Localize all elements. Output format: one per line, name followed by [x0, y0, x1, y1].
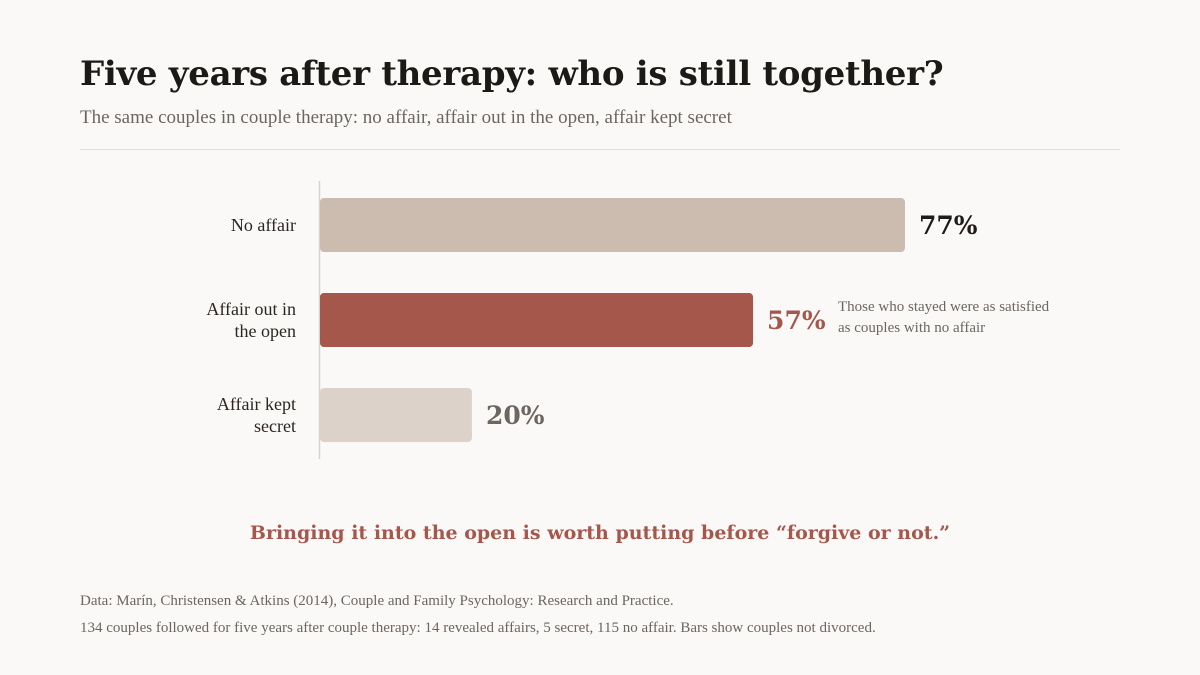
- bar-0: [320, 198, 905, 252]
- takeaway-callout: Bringing it into the open is worth putti…: [249, 522, 951, 544]
- value-label-1: 57%: [767, 306, 826, 335]
- category-label-2-0: Affair kept: [217, 394, 296, 414]
- bar-2: [320, 388, 472, 442]
- chart-title: Five years after therapy: who is still t…: [80, 54, 944, 94]
- category-label-0-0: No affair: [231, 215, 296, 235]
- value-label-0: 77%: [919, 211, 978, 240]
- bar-1: [320, 293, 754, 347]
- header-divider: [80, 149, 1120, 150]
- category-label-1-0: Affair out in: [206, 299, 296, 319]
- source-citation: Data: Marín, Christensen & Atkins (2014)…: [80, 593, 674, 609]
- category-label-2-1: secret: [254, 416, 296, 436]
- source-note: 134 couples followed for five years afte…: [80, 620, 876, 636]
- chart-subtitle: The same couples in couple therapy: no a…: [80, 107, 732, 128]
- annotation-line-0: Those who stayed were as satisfied: [838, 299, 1050, 315]
- annotation-line-1: as couples with no affair: [838, 320, 985, 336]
- value-label-2: 20%: [486, 401, 545, 430]
- category-label-1-1: the open: [235, 321, 296, 341]
